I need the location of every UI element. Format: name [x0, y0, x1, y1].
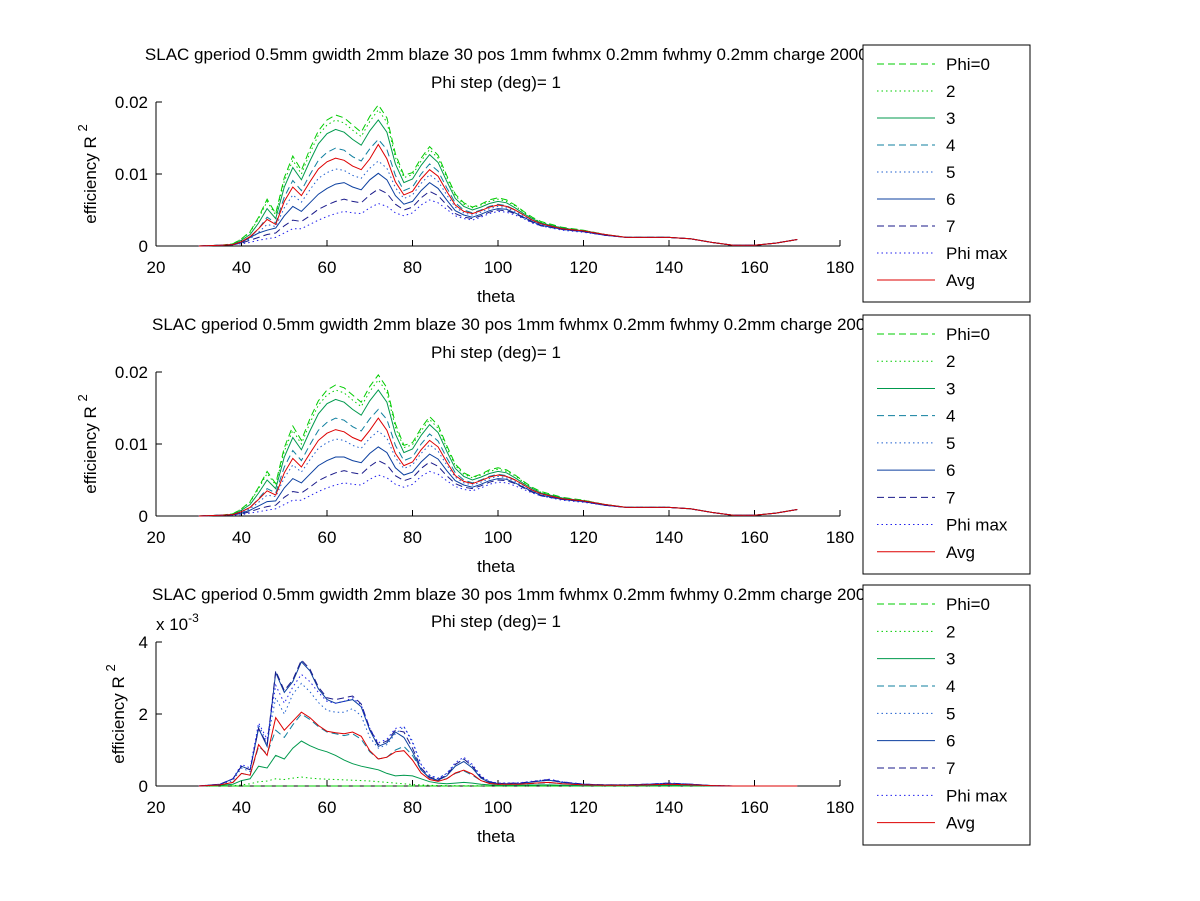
legend-label: Avg [946, 271, 975, 290]
x-tick-label: 180 [826, 528, 854, 547]
x-tick-label: 160 [740, 258, 768, 277]
legend-label: 3 [946, 650, 955, 669]
x-tick-label: 20 [147, 528, 166, 547]
x-tick-label: 80 [403, 258, 422, 277]
y-axis-label: efficiency R 2 [103, 664, 128, 764]
legend: Phi=0 2 3 4 5 6 7 Phi max Avg [862, 584, 1031, 846]
x-tick-label: 140 [655, 528, 683, 547]
y-tick-label: 2 [139, 705, 148, 724]
x-tick-label: 140 [655, 258, 683, 277]
y-tick-label: 4 [139, 633, 148, 652]
legend-label: 6 [946, 190, 955, 209]
legend-label: Phi max [946, 244, 1008, 263]
x-tick-label: 180 [826, 798, 854, 817]
x-tick-label: 20 [147, 798, 166, 817]
x-tick-label: 120 [569, 528, 597, 547]
chart-title-line-1: SLAC gperiod 0.5mm gwidth 2mm blaze 30 p… [152, 585, 940, 604]
chart-title-line-2: Phi step (deg)= 1 [431, 73, 561, 92]
series-line-avg [198, 711, 798, 787]
x-tick-label: 60 [318, 528, 337, 547]
legend-label: 4 [946, 677, 955, 696]
x-tick-label: 80 [403, 528, 422, 547]
x-axis-label: theta [477, 557, 515, 576]
x-axis-label: theta [477, 827, 515, 846]
x-tick-label: 60 [318, 258, 337, 277]
legend-label: Avg [946, 543, 975, 562]
x-tick-label: 160 [740, 798, 768, 817]
legend-label: 4 [946, 407, 955, 426]
legend-label: 3 [946, 379, 955, 398]
legend-label: Phi max [946, 516, 1008, 535]
x-tick-label: 180 [826, 258, 854, 277]
y-tick-label: 0 [139, 507, 148, 526]
y-tick-label: 0 [139, 777, 148, 796]
series-line-7 [198, 659, 798, 787]
x-tick-label: 140 [655, 798, 683, 817]
legend-label: 6 [946, 461, 955, 480]
series-line-avg [198, 143, 798, 247]
legend-label: 7 [946, 217, 955, 236]
legend-label: Phi=0 [946, 595, 990, 614]
legend-label: 3 [946, 109, 955, 128]
series-line-phi-max [198, 199, 798, 247]
legend-label: 5 [946, 163, 955, 182]
legend-label: 2 [946, 622, 955, 641]
y-axis-label: efficiency R 2 [75, 124, 100, 224]
legend-label: Phi max [946, 786, 1008, 805]
x-tick-label: 120 [569, 798, 597, 817]
y-axis-label: efficiency R 2 [75, 394, 100, 494]
x-tick-label: 80 [403, 798, 422, 817]
chart-title-line-1: SLAC gperiod 0.5mm gwidth 2mm blaze 30 p… [145, 45, 947, 64]
series-line-phi-max [198, 470, 798, 517]
x-tick-label: 100 [484, 258, 512, 277]
x-tick-label: 160 [740, 528, 768, 547]
chart-panel-3: SLAC gperiod 0.5mm gwidth 2mm blaze 30 p… [103, 585, 940, 846]
chart-title-line-2: Phi step (deg)= 1 [431, 343, 561, 362]
y-tick-label: 0.01 [115, 165, 148, 184]
series-group [198, 104, 798, 247]
chart-panel-1: SLAC gperiod 0.5mm gwidth 2mm blaze 30 p… [75, 45, 947, 306]
legend: Phi=0 2 3 4 5 6 7 Phi max Avg [862, 314, 1031, 575]
x-tick-label: 20 [147, 258, 166, 277]
chart-title-line-2: Phi step (deg)= 1 [431, 612, 561, 631]
legend-label: 5 [946, 434, 955, 453]
x-tick-label: 100 [484, 798, 512, 817]
y-axis-multiplier: x 10-3 [156, 611, 199, 634]
series-line-4 [198, 138, 798, 247]
legend-label: 4 [946, 136, 955, 155]
x-tick-label: 40 [232, 258, 251, 277]
x-tick-label: 40 [232, 798, 251, 817]
x-tick-label: 120 [569, 258, 597, 277]
y-tick-label: 0.02 [115, 363, 148, 382]
legend-label: Phi=0 [946, 325, 990, 344]
series-line-2 [198, 109, 798, 247]
x-tick-label: 40 [232, 528, 251, 547]
series-line-avg [198, 417, 798, 517]
series-line-5 [198, 160, 798, 247]
x-tick-label: 60 [318, 798, 337, 817]
legend-label: 6 [946, 732, 955, 751]
legend-box [862, 314, 1031, 575]
legend-label: Avg [946, 814, 975, 833]
legend-label: 2 [946, 82, 955, 101]
chart-title-line-1: SLAC gperiod 0.5mm gwidth 2mm blaze 30 p… [152, 315, 940, 334]
series-group [198, 659, 798, 787]
legend-box [862, 44, 1031, 303]
legend-label: 7 [946, 759, 955, 778]
series-group [198, 374, 798, 517]
legend-label: 7 [946, 488, 955, 507]
y-tick-label: 0.02 [115, 93, 148, 112]
x-tick-label: 100 [484, 528, 512, 547]
legend-box [862, 584, 1031, 846]
legend-label: 2 [946, 352, 955, 371]
legend-label: Phi=0 [946, 55, 990, 74]
legend-label: 5 [946, 704, 955, 723]
y-tick-label: 0.01 [115, 435, 148, 454]
legend: Phi=0 2 3 4 5 6 7 Phi max Avg [862, 44, 1031, 303]
x-axis-label: theta [477, 287, 515, 306]
series-line-phi-max [198, 673, 798, 787]
chart-panel-2: SLAC gperiod 0.5mm gwidth 2mm blaze 30 p… [75, 315, 940, 576]
y-tick-label: 0 [139, 237, 148, 256]
